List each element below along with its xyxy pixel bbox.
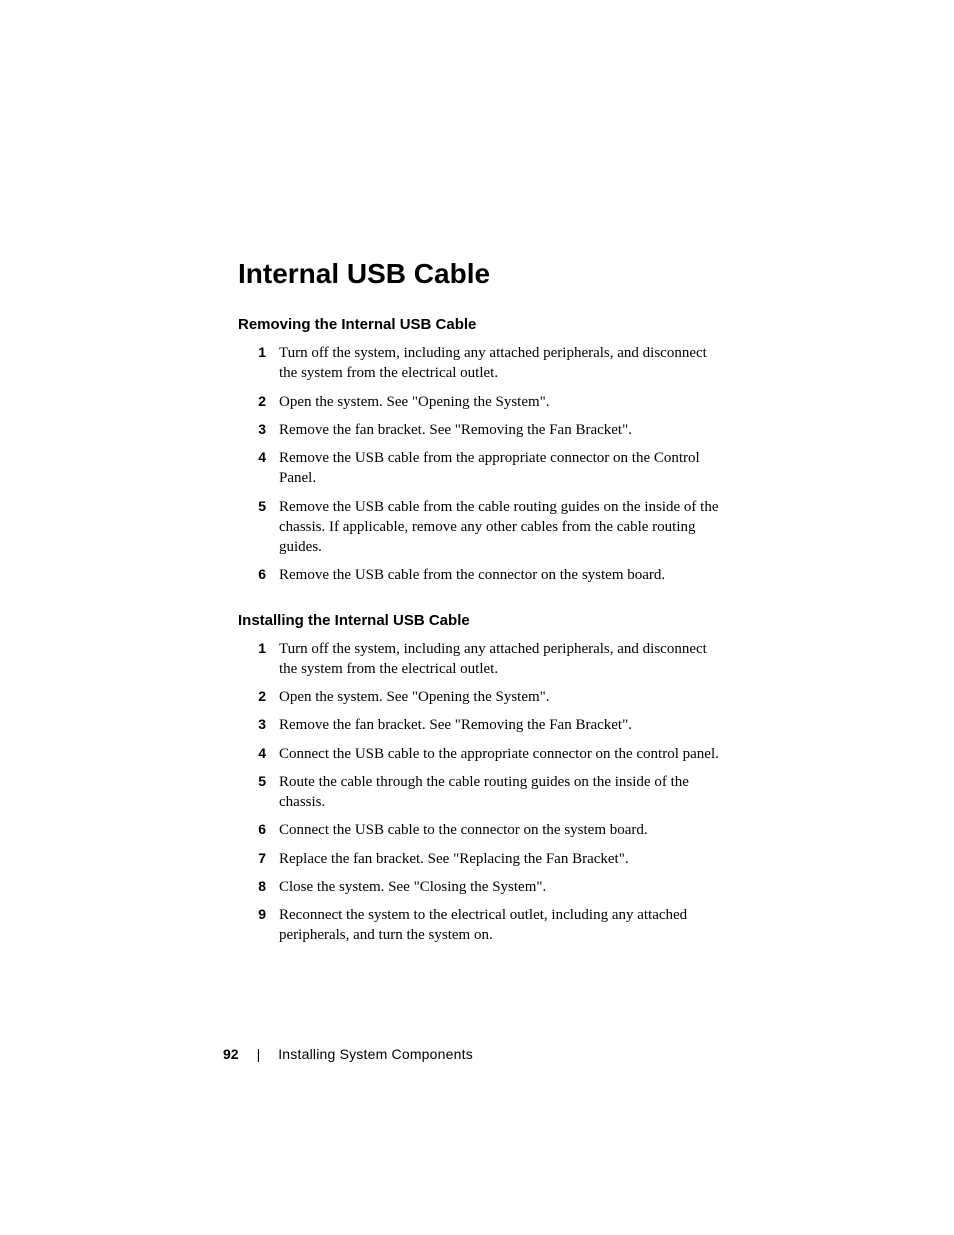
step-text: Replace the fan bracket. See "Replacing … xyxy=(279,849,728,869)
page-number: 92 xyxy=(223,1046,239,1062)
section-heading-installing: Installing the Internal USB Cable xyxy=(238,612,728,629)
list-item: 3Remove the fan bracket. See "Removing t… xyxy=(238,420,728,440)
step-number: 4 xyxy=(238,744,279,763)
step-text: Turn off the system, including any attac… xyxy=(279,639,728,680)
list-item: 4Remove the USB cable from the appropria… xyxy=(238,448,728,489)
step-text: Open the system. See "Opening the System… xyxy=(279,687,728,707)
list-item: 5Route the cable through the cable routi… xyxy=(238,772,728,813)
step-text: Remove the fan bracket. See "Removing th… xyxy=(279,715,728,735)
step-text: Remove the USB cable from the cable rout… xyxy=(279,497,728,558)
list-item: 6Connect the USB cable to the connector … xyxy=(238,820,728,840)
list-item: 6Remove the USB cable from the connector… xyxy=(238,565,728,585)
list-item: 1Turn off the system, including any atta… xyxy=(238,639,728,680)
step-number: 2 xyxy=(238,392,279,411)
step-text: Remove the USB cable from the appropriat… xyxy=(279,448,728,489)
list-item: 3Remove the fan bracket. See "Removing t… xyxy=(238,715,728,735)
step-number: 5 xyxy=(238,772,279,791)
step-number: 3 xyxy=(238,715,279,734)
list-item: 8Close the system. See "Closing the Syst… xyxy=(238,877,728,897)
step-text: Open the system. See "Opening the System… xyxy=(279,392,728,412)
step-number: 2 xyxy=(238,687,279,706)
step-text: Remove the USB cable from the connector … xyxy=(279,565,728,585)
list-item: 2Open the system. See "Opening the Syste… xyxy=(238,392,728,412)
section-heading-removing: Removing the Internal USB Cable xyxy=(238,316,728,333)
step-number: 3 xyxy=(238,420,279,439)
step-text: Route the cable through the cable routin… xyxy=(279,772,728,813)
document-page: Internal USB Cable Removing the Internal… xyxy=(0,0,954,1235)
steps-list-removing: 1Turn off the system, including any atta… xyxy=(238,343,728,586)
step-number: 5 xyxy=(238,497,279,516)
list-item: 1Turn off the system, including any atta… xyxy=(238,343,728,384)
step-text: Turn off the system, including any attac… xyxy=(279,343,728,384)
list-item: 9Reconnect the system to the electrical … xyxy=(238,905,728,946)
list-item: 7Replace the fan bracket. See "Replacing… xyxy=(238,849,728,869)
step-text: Connect the USB cable to the connector o… xyxy=(279,820,728,840)
step-number: 8 xyxy=(238,877,279,896)
step-number: 1 xyxy=(238,343,279,362)
list-item: 4Connect the USB cable to the appropriat… xyxy=(238,744,728,764)
footer-divider: | xyxy=(257,1046,261,1062)
step-number: 6 xyxy=(238,565,279,584)
step-number: 1 xyxy=(238,639,279,658)
step-number: 9 xyxy=(238,905,279,924)
page-footer: 92 | Installing System Components xyxy=(223,1046,473,1062)
step-text: Remove the fan bracket. See "Removing th… xyxy=(279,420,728,440)
step-number: 6 xyxy=(238,820,279,839)
step-text: Reconnect the system to the electrical o… xyxy=(279,905,728,946)
page-title: Internal USB Cable xyxy=(238,258,728,290)
list-item: 5Remove the USB cable from the cable rou… xyxy=(238,497,728,558)
step-number: 7 xyxy=(238,849,279,868)
footer-section-title: Installing System Components xyxy=(278,1046,473,1062)
list-item: 2Open the system. See "Opening the Syste… xyxy=(238,687,728,707)
steps-list-installing: 1Turn off the system, including any atta… xyxy=(238,639,728,946)
step-text: Connect the USB cable to the appropriate… xyxy=(279,744,728,764)
step-text: Close the system. See "Closing the Syste… xyxy=(279,877,728,897)
step-number: 4 xyxy=(238,448,279,467)
